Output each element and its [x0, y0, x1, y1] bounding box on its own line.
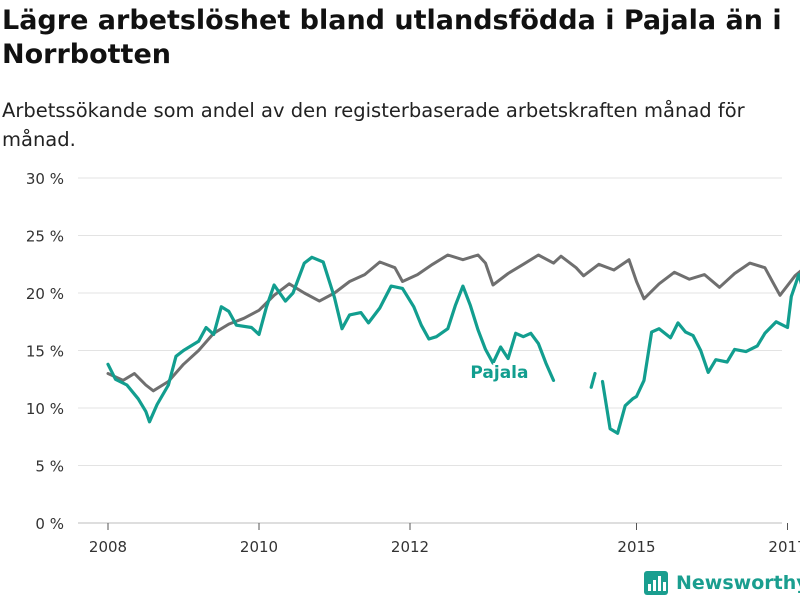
- y-tick-label: 30 %: [26, 170, 64, 188]
- y-axis-ticks: 0 % 5 % 10 % 15 % 20 % 25 % 30 %: [26, 170, 64, 533]
- y-tick-label: 10 %: [26, 400, 64, 418]
- x-tick-label: 2008: [89, 538, 127, 556]
- y-tick-label: 5 %: [35, 458, 64, 476]
- bar-chart-icon: [644, 571, 668, 595]
- x-tick-label: 2015: [617, 538, 655, 556]
- pajala-line: [106, 255, 556, 424]
- pajala-line: [600, 273, 800, 435]
- x-axis-ticks: 20082010201220152017202020222024: [89, 523, 800, 556]
- x-tick-label: 2010: [240, 538, 278, 556]
- x-tick-label: 2012: [391, 538, 429, 556]
- chart-title: Lägre arbetslöshet bland utlandsfödda i …: [2, 5, 782, 70]
- series-lines: [106, 253, 800, 435]
- x-tick-label: 2017: [768, 538, 800, 556]
- y-tick-label: 20 %: [26, 285, 64, 303]
- y-tick-label: 15 %: [26, 343, 64, 361]
- norrbotten-line: [106, 253, 800, 393]
- y-tick-label: 0 %: [35, 515, 64, 533]
- series-labels: Norrbotten9,9 %Pajala8,7 %: [468, 361, 530, 385]
- y-tick-label: 25 %: [26, 228, 64, 246]
- pajala-series-label: Pajala: [470, 363, 528, 383]
- grid-lines: [78, 177, 782, 524]
- pajala-line: [589, 371, 597, 389]
- brand-name: Newsworthy: [676, 572, 800, 594]
- chart-subtitle: Arbetssökande som andel av den registerb…: [2, 99, 745, 151]
- newsworthy-logo: Newsworthy: [644, 568, 800, 598]
